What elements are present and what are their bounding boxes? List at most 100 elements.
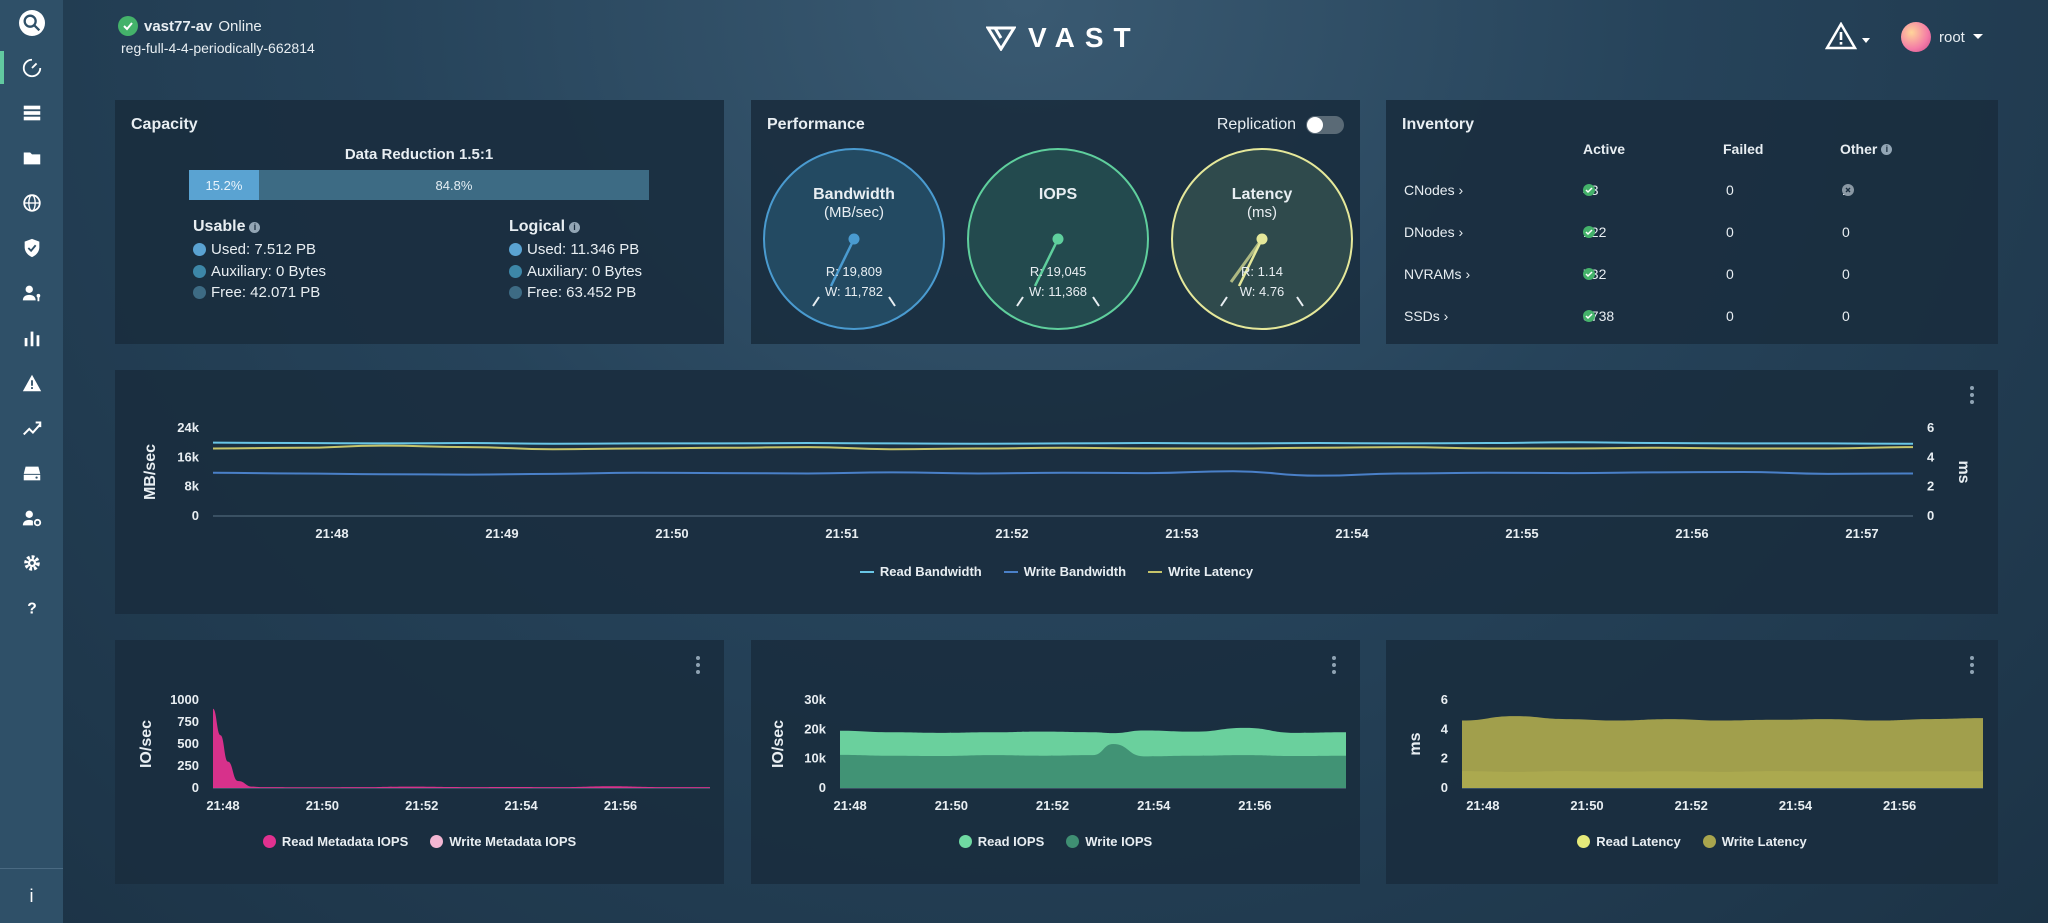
legend-item[interactable]: Write Metadata IOPS [430, 834, 576, 849]
more-menu-icon[interactable] [696, 656, 700, 677]
legend-item[interactable]: Read Metadata IOPS [262, 834, 408, 849]
capacity-title: Capacity [131, 116, 198, 133]
legend-swatch [859, 570, 874, 573]
bar-chart-icon [24, 331, 39, 346]
sidebar-item-analytics[interactable] [0, 315, 63, 360]
x-tick-label: 21:56 [1238, 798, 1271, 813]
sidebar-item-help[interactable]: ? [0, 585, 63, 630]
used-dot [509, 243, 522, 257]
x-tick-label: 21:55 [1505, 526, 1538, 541]
other-count: 0 [1842, 224, 1850, 240]
legend-item[interactable]: Read Latency [1577, 834, 1681, 849]
sidebar-item-hardware[interactable] [0, 450, 63, 495]
sidebar-item-trends[interactable] [0, 405, 63, 450]
metadata-iops-chart: 0 250 500 750 1000 IO/sec 21:48 21:50 21:52 21:54… [138, 692, 710, 813]
sidebar-info-button[interactable]: i [0, 868, 63, 923]
y-tick-label: 8k [185, 479, 200, 494]
logical-title: Logical [509, 218, 566, 235]
performance-title: Performance [767, 116, 865, 133]
logical-free: Free: 63.452 PB [527, 284, 637, 301]
sidebar-item-alerts[interactable] [0, 360, 63, 405]
legend-label: Write Metadata IOPS [449, 834, 577, 849]
user-menu[interactable]: root [1901, 22, 1983, 52]
bandwidth-latency-chart-panel: 0 8k 16k 24k 0 2 4 6 ms MB/sec 21:48 21:49 21:50 21:5… [115, 370, 1998, 614]
check-circle-icon [1583, 268, 1595, 280]
legend-swatch [1066, 835, 1080, 848]
sidebar-item-storage[interactable] [0, 90, 63, 135]
more-menu-icon[interactable] [1970, 656, 1974, 677]
user-key-icon [22, 285, 40, 301]
sidebar-item-security[interactable] [0, 225, 63, 270]
usable-used: Used: 7.512 PB [211, 241, 317, 258]
sidebar-item-user-settings[interactable] [0, 495, 63, 540]
y-tick-label: 1000 [170, 692, 199, 707]
sidebar: ? i [0, 0, 63, 923]
sidebar-item-search[interactable] [0, 0, 63, 45]
logical-used: Used: 11.346 PB [527, 241, 640, 258]
folder-icon [23, 152, 40, 164]
gauge-latency: Latency (ms) R: 1.14 W: 4.76 [1169, 146, 1355, 332]
x-tick-label: 21:52 [995, 526, 1028, 541]
check-circle-icon [1583, 226, 1595, 238]
failed-count: 0 [1726, 266, 1734, 282]
y-axis-label: ms [1407, 732, 1424, 755]
sidebar-item-network[interactable] [0, 180, 63, 225]
more-menu-icon[interactable] [1970, 386, 1974, 407]
sidebar-item-settings[interactable] [0, 540, 63, 585]
active-count: 122 [1583, 224, 1606, 240]
legend-item[interactable]: Read Bandwidth [859, 564, 982, 579]
more-menu-icon[interactable] [1332, 656, 1336, 677]
inventory-link[interactable]: NVRAMs › [1404, 266, 1471, 282]
gauge-write: W: 11,368 [1028, 284, 1088, 299]
gauge-subtitle: (MB/sec) [824, 204, 884, 221]
inventory-row: NVRAMs › 732 0 0 [1386, 266, 1998, 286]
sidebar-item-views[interactable] [0, 135, 63, 180]
read-bandwidth-series [212, 441, 1914, 445]
replication-toggle-group: Replication [1217, 116, 1344, 134]
logo-mark-icon [986, 26, 1016, 51]
legend-label: Write Latency [1721, 834, 1807, 849]
other-count: 0 [1842, 266, 1850, 282]
info-icon[interactable]: i [1881, 143, 1893, 155]
x-tick-label: 21:48 [833, 798, 866, 813]
x-tick-label: 21:56 [604, 798, 637, 813]
usable-stats: Usable i Used: 7.512 PB Auxiliary: 0 Byte… [193, 218, 326, 304]
alerts-dropdown[interactable] [1825, 22, 1871, 50]
replication-toggle[interactable] [1306, 116, 1344, 134]
legend-item[interactable]: Write Latency [1702, 834, 1807, 849]
logical-stats: Logical i Used: 11.346 PB Auxiliary: 0 By… [509, 218, 642, 304]
y-tick-label: 30k [804, 692, 826, 707]
user-name: root [1939, 28, 1965, 46]
inventory-link[interactable]: SSDs › [1404, 308, 1449, 324]
svg-text:?: ? [27, 600, 37, 617]
legend-item[interactable]: Write Bandwidth [1003, 564, 1126, 579]
sidebar-item-users[interactable] [0, 270, 63, 315]
legend-item[interactable]: Write Latency [1148, 564, 1253, 579]
cluster-name[interactable]: vast77-av [144, 17, 213, 35]
info-icon[interactable]: i [249, 221, 261, 233]
legend-item[interactable]: Write IOPS [1066, 834, 1152, 849]
auxiliary-dot [509, 264, 522, 278]
y-tick-label: 0 [1441, 780, 1448, 795]
warning-icon [1825, 22, 1857, 50]
y-tick-label: 0 [819, 780, 826, 795]
legend-swatch [262, 835, 276, 848]
failed-count: 0 [1726, 182, 1734, 198]
info-icon[interactable]: i [569, 221, 581, 233]
legend-item[interactable]: Read IOPS [958, 834, 1045, 849]
sidebar-item-dashboard[interactable] [0, 45, 63, 90]
latency-chart-panel: 0 2 4 6 ms 21:48 21:50 21:52 21:54 21:56 Read Lat… [1386, 640, 1998, 884]
inventory-link[interactable]: CNodes › [1404, 182, 1464, 198]
replication-label: Replication [1216, 116, 1296, 133]
gauge-write: W: 4.76 [1239, 284, 1285, 299]
active-count: 3738 [1583, 308, 1614, 324]
legend-label: Read IOPS [977, 834, 1045, 849]
used-dot [193, 243, 206, 257]
other-value: 0 [1842, 308, 1850, 324]
cluster-subtitle: reg-full-4-4-periodically-662814 [121, 40, 315, 56]
inventory-link[interactable]: DNodes › [1404, 224, 1464, 240]
x-tick-label: 21:56 [1675, 526, 1708, 541]
x-tick-label: 21:56 [1883, 798, 1916, 813]
top-bar: vast77-av Online reg-full-4-4-periodical… [63, 0, 2048, 90]
gauge-subtitle: (ms) [1247, 204, 1277, 221]
